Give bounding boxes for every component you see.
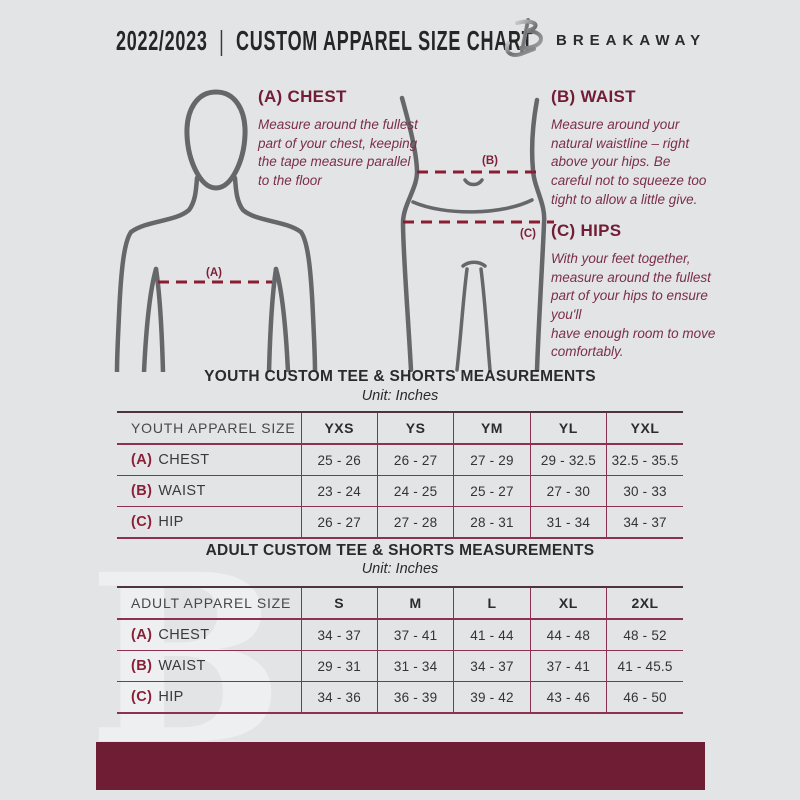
row-label: (C) HIP [131, 514, 184, 530]
cell: 41 - 44 [453, 619, 531, 651]
footer-accent-bar [96, 742, 705, 790]
cell: 43 - 46 [529, 681, 607, 713]
size-header: 2XL [606, 587, 683, 619]
chest-instruction-text: Measure around the fullest part of your … [258, 117, 418, 188]
page-title-text: CUSTOM APPAREL SIZE CHART [236, 25, 534, 57]
waist-marker-label: (B) [482, 155, 498, 167]
row-label: (A) CHEST [131, 627, 210, 643]
row-label: (C) HIP [131, 689, 184, 705]
size-header: L [453, 587, 531, 619]
table-row-waist: (B) WAIST 29 - 31 31 - 34 34 - 37 37 - 41… [117, 650, 683, 682]
hips-marker-label: (C) [520, 228, 536, 240]
season-label: 2022/2023 [116, 25, 208, 57]
cell: 32.5 - 35.5 [606, 444, 683, 476]
chest-instruction-block: (A) CHEST Measure around the fullest par… [258, 87, 418, 191]
brand-name: BREAKAWAY [556, 32, 707, 49]
cell: 48 - 52 [606, 619, 683, 651]
table-row-hip: (C) HIP 34 - 36 36 - 39 39 - 42 43 - 46 4… [117, 681, 683, 713]
cell: 29 - 32.5 [529, 444, 607, 476]
cell: 41 - 45.5 [606, 650, 683, 682]
cell: 34 - 37 [606, 506, 683, 538]
cell: 36 - 39 [376, 681, 454, 713]
cell: 26 - 27 [300, 506, 378, 538]
cell: 29 - 31 [300, 650, 378, 682]
youth-size-column-header: YOUTH APPAREL SIZE [131, 420, 296, 436]
size-header: S [300, 587, 378, 619]
cell: 30 - 33 [606, 475, 683, 507]
youth-section-title: YOUTH CUSTOM TEE & SHORTS MEASUREMENTS [204, 368, 596, 385]
size-header: YXS [300, 412, 378, 444]
cell: 25 - 26 [300, 444, 378, 476]
cell: 34 - 37 [300, 619, 378, 651]
size-header: XL [529, 587, 607, 619]
page-title: 2022/2023 | CUSTOM APPAREL SIZE CHART [116, 25, 533, 57]
figure-outlines [114, 89, 547, 372]
cell: 25 - 27 [453, 475, 531, 507]
cell: 37 - 41 [529, 650, 607, 682]
table-row-hip: (C) HIP 26 - 27 27 - 28 28 - 31 31 - 34 3… [117, 506, 683, 538]
hips-instruction-block: (C) HIPS With your feet together, measur… [551, 221, 721, 362]
cell: 46 - 50 [606, 681, 683, 713]
row-label: (A) CHEST [131, 452, 210, 468]
cell: 37 - 41 [376, 619, 454, 651]
waist-instruction-text: Measure around your natural waistline – … [551, 117, 707, 207]
body-measurement-diagram: (A) (B) (C) [114, 89, 554, 372]
measurement-dashed-lines [158, 170, 554, 284]
youth-unit-label: Unit: Inches [361, 388, 439, 404]
breakaway-logo-icon [502, 16, 546, 67]
background-watermark-letter: B [88, 523, 285, 796]
cell: 27 - 28 [376, 506, 454, 538]
adult-size-column-header: ADULT APPAREL SIZE [131, 595, 292, 611]
table-row-chest: (A) CHEST 25 - 26 26 - 27 27 - 29 29 - 32… [117, 444, 683, 476]
size-header: YL [529, 412, 607, 444]
row-label: (B) WAIST [131, 483, 206, 499]
adult-size-table: ADULT APPAREL SIZE S M L XL 2XL (A) CHEST… [117, 586, 683, 714]
cell: 27 - 29 [453, 444, 531, 476]
table-row-chest: (A) CHEST 34 - 37 37 - 41 41 - 44 44 - 48… [117, 619, 683, 651]
cell: 31 - 34 [529, 506, 607, 538]
chest-marker-label: (A) [206, 267, 222, 279]
cell: 28 - 31 [453, 506, 531, 538]
size-header: YM [453, 412, 531, 444]
youth-header-row: YOUTH APPAREL SIZE YXS YS YM YL YXL [117, 412, 683, 444]
cell: 23 - 24 [300, 475, 378, 507]
adult-section-title: ADULT CUSTOM TEE & SHORTS MEASUREMENTS [205, 542, 595, 559]
size-header: M [376, 587, 454, 619]
cell: 26 - 27 [376, 444, 454, 476]
size-header: YS [376, 412, 454, 444]
youth-size-table: YOUTH APPAREL SIZE YXS YS YM YL YXL (A) C… [117, 411, 683, 539]
cell: 24 - 25 [376, 475, 454, 507]
adult-unit-label: Unit: Inches [361, 561, 439, 577]
cell: 34 - 36 [300, 681, 378, 713]
table-row-waist: (B) WAIST 23 - 24 24 - 25 25 - 27 27 - 30… [117, 475, 683, 507]
title-separator: | [219, 25, 225, 57]
row-label: (B) WAIST [131, 658, 206, 674]
waist-instruction-block: (B) WAIST Measure around your natural wa… [551, 87, 711, 209]
size-header: YXL [606, 412, 683, 444]
cell: 44 - 48 [529, 619, 607, 651]
hips-instruction-heading: (C) HIPS [551, 221, 622, 240]
waist-instruction-heading: (B) WAIST [551, 87, 636, 106]
cell: 34 - 37 [453, 650, 531, 682]
cell: 27 - 30 [529, 475, 607, 507]
hips-instruction-text: With your feet together, measure around … [551, 251, 716, 360]
cell: 31 - 34 [376, 650, 454, 682]
cell: 39 - 42 [453, 681, 531, 713]
chest-instruction-heading: (A) CHEST [258, 87, 347, 106]
adult-header-row: ADULT APPAREL SIZE S M L XL 2XL [117, 587, 683, 619]
